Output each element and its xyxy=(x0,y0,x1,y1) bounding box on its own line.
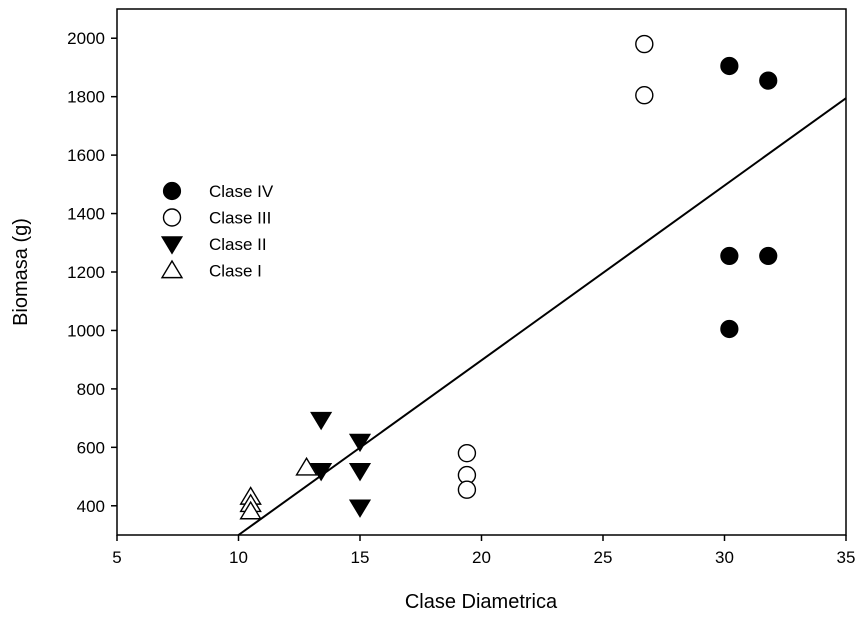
regression-line xyxy=(237,97,847,536)
y-tick-label: 2000 xyxy=(67,29,105,48)
data-point-clase-iv xyxy=(720,246,739,266)
x-tick-label: 5 xyxy=(112,548,121,567)
data-point-clase-ii xyxy=(310,462,333,482)
legend-label-clase-iv: Clase IV xyxy=(209,182,274,201)
y-tick-label: 1000 xyxy=(67,321,105,340)
legend-label-clase-iii: Clase III xyxy=(209,209,271,228)
data-point-clase-iii xyxy=(635,86,654,105)
data-point-clase-iv xyxy=(720,56,739,76)
data-point-clase-i xyxy=(239,500,262,520)
y-tick-label: 1600 xyxy=(67,146,105,165)
y-tick-label: 400 xyxy=(77,497,105,516)
y-tick-label: 1400 xyxy=(67,205,105,224)
y-tick-label: 1200 xyxy=(67,263,105,282)
legend-label-clase-i: Clase I xyxy=(209,262,262,281)
y-axis-title: Biomasa (g) xyxy=(10,218,32,326)
x-tick-label: 25 xyxy=(594,548,613,567)
x-tick-label: 10 xyxy=(229,548,248,567)
y-tick-label: 800 xyxy=(77,380,105,399)
data-point-clase-iii xyxy=(457,443,477,463)
x-tick-label: 15 xyxy=(351,548,370,567)
data-point-clase-iii xyxy=(457,480,477,499)
x-tick-label: 20 xyxy=(472,548,491,567)
legend-marker-clase-iii xyxy=(162,208,182,227)
data-point-clase-ii xyxy=(348,499,372,518)
legend-marker-clase-ii xyxy=(160,236,184,255)
x-tick-label: 30 xyxy=(715,548,734,567)
legend-marker-clase-iv xyxy=(162,181,182,201)
data-point-clase-ii xyxy=(348,433,372,453)
x-axis-title: Clase Diametrica xyxy=(405,591,558,613)
data-point-clase-iv xyxy=(759,71,778,90)
data-point-clase-ii xyxy=(348,462,372,482)
data-point-clase-iii xyxy=(635,34,654,54)
y-tick-label: 1800 xyxy=(67,88,105,107)
legend-label-clase-ii: Clase II xyxy=(209,235,267,254)
x-tick-label: 35 xyxy=(837,548,856,567)
data-point-clase-i xyxy=(295,456,318,476)
data-point-clase-iv xyxy=(720,319,739,339)
legend-marker-clase-i xyxy=(160,259,184,279)
data-point-clase-iv xyxy=(759,246,778,266)
data-point-clase-ii xyxy=(310,411,333,431)
y-tick-label: 600 xyxy=(77,438,105,457)
